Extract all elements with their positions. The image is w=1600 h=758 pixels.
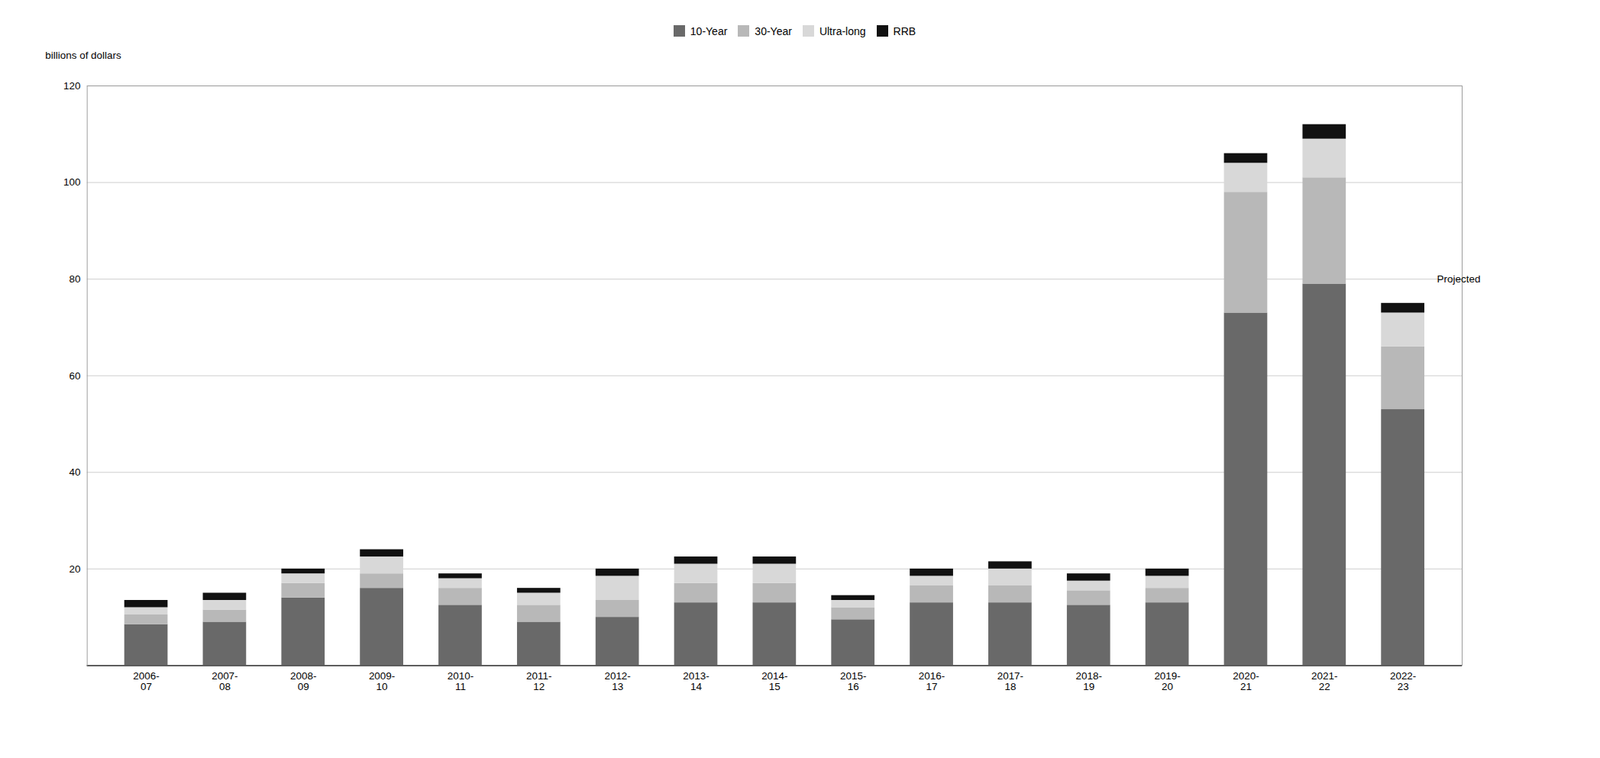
svg-text:2016-17: 2016-17: [918, 670, 945, 692]
svg-text:2011-12: 2011-12: [526, 670, 552, 692]
svg-text:2020-21: 2020-21: [1232, 670, 1259, 692]
svg-text:2019-20: 2019-20: [1153, 670, 1180, 692]
svg-text:2009-10: 2009-10: [368, 670, 395, 692]
svg-text:120: 120: [63, 80, 81, 92]
svg-text:2007-08: 2007-08: [211, 670, 238, 692]
svg-text:2008-09: 2008-09: [290, 670, 317, 692]
html-text:10-Year: 10-Year: [690, 24, 728, 38]
svg-text:2013-14: 2013-14: [682, 670, 709, 692]
svg-text:60: 60: [69, 370, 81, 382]
svg-text:Projected: Projected: [1437, 273, 1481, 285]
svg-text:2022-23: 2022-23: [1389, 670, 1416, 692]
html-text:RRB: RRB: [893, 24, 916, 38]
svg-text:2018-19: 2018-19: [1076, 670, 1103, 692]
svg-text:80: 80: [69, 273, 81, 285]
svg-text:2010-11: 2010-11: [447, 670, 474, 692]
html-text:Ultra-long: Ultra-long: [819, 24, 866, 38]
svg-text:2015-16: 2015-16: [840, 670, 867, 692]
svg-text:2021-22: 2021-22: [1311, 670, 1338, 692]
html-text:30-Year: 30-Year: [754, 24, 792, 38]
svg-text:2012-13: 2012-13: [604, 670, 631, 692]
svg-text:40: 40: [69, 466, 81, 479]
svg-text:2014-15: 2014-15: [761, 670, 788, 692]
svg-text:billions of dollars: billions of dollars: [45, 49, 122, 62]
svg-text:20: 20: [69, 563, 81, 576]
svg-text:2006-07: 2006-07: [132, 670, 159, 692]
svg-text:100: 100: [63, 176, 81, 188]
svg-text:2017-18: 2017-18: [997, 670, 1024, 692]
